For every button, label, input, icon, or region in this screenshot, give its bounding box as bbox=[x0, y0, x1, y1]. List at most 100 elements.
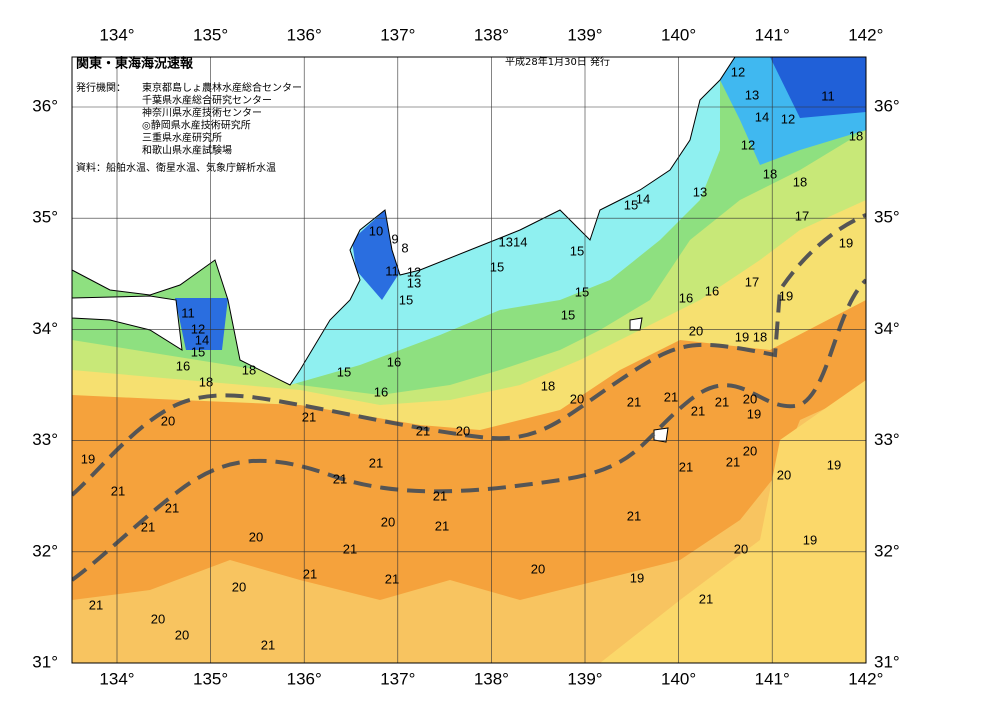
contour-label: 20 bbox=[734, 541, 748, 556]
latitude-label: 35° bbox=[32, 208, 58, 227]
longitude-label: 136° bbox=[287, 669, 322, 688]
contour-label: 21 bbox=[333, 471, 347, 486]
latitude-label: 36° bbox=[32, 96, 58, 115]
contour-label: 21 bbox=[165, 500, 179, 515]
contour-label: 21 bbox=[302, 409, 316, 424]
temp-band bbox=[770, 57, 866, 118]
latitude-label: 31° bbox=[32, 652, 58, 671]
longitude-label: 137° bbox=[380, 25, 415, 44]
contour-label: 20 bbox=[381, 514, 395, 529]
contour-label: 21 bbox=[664, 389, 678, 404]
contour-label: 9 bbox=[391, 231, 398, 246]
land bbox=[72, 57, 736, 386]
contour-label: 19 bbox=[735, 329, 749, 344]
contour-label: 20 bbox=[456, 423, 470, 438]
contour-label: 11 bbox=[821, 88, 835, 103]
contour-label: 19 bbox=[827, 457, 841, 472]
contour-label: 20 bbox=[232, 579, 246, 594]
longitude-label: 142° bbox=[848, 25, 883, 44]
issuers-label: 発行機関： bbox=[76, 81, 126, 94]
temp-band bbox=[72, 390, 866, 663]
contour-label: 15 bbox=[490, 259, 504, 274]
contour-label: 14 bbox=[755, 109, 769, 124]
longitude-label: 140° bbox=[661, 669, 696, 688]
longitude-label: 142° bbox=[848, 669, 883, 688]
contour-label: 21 bbox=[726, 454, 740, 469]
source: 資料：船舶水温、衛星水温、気象庁解析水温 bbox=[76, 161, 276, 174]
longitude-label: 136° bbox=[287, 25, 322, 44]
title: 関東・東海海況速報 bbox=[76, 56, 194, 72]
contour-label: 21 bbox=[369, 455, 383, 470]
contour-label: 21 bbox=[141, 519, 155, 534]
contour-label: 20 bbox=[743, 443, 757, 458]
contour-label: 15 bbox=[399, 292, 413, 307]
longitude-label: 134° bbox=[99, 25, 134, 44]
island bbox=[629, 317, 643, 331]
longitude-label: 141° bbox=[755, 669, 790, 688]
contour-label: 18 bbox=[242, 362, 256, 377]
contour-label: 15 bbox=[191, 344, 205, 359]
contour-label: 20 bbox=[249, 529, 263, 544]
contour-label: 19 bbox=[81, 451, 95, 466]
latitude-label: 35° bbox=[874, 208, 900, 227]
contour-label: 18 bbox=[763, 166, 777, 181]
contour-label: 18 bbox=[541, 378, 555, 393]
contour-label: 13 bbox=[693, 184, 707, 199]
contour-label: 21 bbox=[343, 541, 357, 556]
temp-band bbox=[175, 298, 228, 350]
contour-label: 12 bbox=[191, 321, 205, 336]
contour-label: 21 bbox=[691, 403, 705, 418]
contour-label: 21 bbox=[627, 508, 641, 523]
contour-label: 20 bbox=[161, 413, 175, 428]
contour-label: 20 bbox=[175, 627, 189, 642]
contour-label: 17 bbox=[745, 274, 759, 289]
contour-label: 11 bbox=[385, 263, 399, 278]
contour-label: 15 bbox=[561, 307, 575, 322]
contour-label: 19 bbox=[630, 570, 644, 585]
contour-label: 18 bbox=[753, 329, 767, 344]
latitude-label: 31° bbox=[874, 652, 900, 671]
sea-temperature-field bbox=[72, 57, 866, 663]
longitude-label: 138° bbox=[474, 25, 509, 44]
contour-label: 21 bbox=[111, 483, 125, 498]
contour-label: 12 bbox=[407, 264, 421, 279]
contour-label: 12 bbox=[741, 137, 755, 152]
longitude-label: 141° bbox=[755, 25, 790, 44]
contour-label: 21 bbox=[89, 597, 103, 612]
island bbox=[653, 427, 669, 443]
longitude-label: 137° bbox=[380, 669, 415, 688]
longitude-label: 134° bbox=[99, 669, 134, 688]
latitude-label: 34° bbox=[32, 319, 58, 338]
contour-label: 12 bbox=[781, 111, 795, 126]
current-axis bbox=[72, 213, 866, 497]
contour-label: 12 bbox=[731, 64, 745, 79]
contour-label: 13 bbox=[407, 275, 421, 290]
contour-label: 15 bbox=[575, 284, 589, 299]
issuer: 三重県水産研究所 bbox=[142, 131, 222, 144]
latitude-label: 36° bbox=[874, 96, 900, 115]
contour-label: 8 bbox=[401, 240, 408, 255]
contour-label: 21 bbox=[385, 571, 399, 586]
contour-label: 15 bbox=[570, 243, 584, 258]
longitude-label: 140° bbox=[661, 25, 696, 44]
land bbox=[72, 295, 183, 351]
contour-label: 20 bbox=[689, 323, 703, 338]
contour-label: 19 bbox=[803, 532, 817, 547]
contour-label: 15 bbox=[624, 197, 638, 212]
contour-label: 16 bbox=[374, 384, 388, 399]
contour-label: 21 bbox=[303, 566, 317, 581]
latitude-label: 32° bbox=[874, 541, 900, 560]
contour-label: 16 bbox=[387, 354, 401, 369]
contour-label: 19 bbox=[839, 235, 853, 250]
temp-band bbox=[600, 380, 866, 663]
issuer: 和歌山県水産試験場 bbox=[142, 144, 232, 157]
contour-label: 17 bbox=[795, 208, 809, 223]
contour-label: 10 bbox=[369, 223, 383, 238]
contour-label: 1314 bbox=[499, 234, 528, 249]
contour-label: 13 bbox=[745, 87, 759, 102]
contour-label: 21 bbox=[679, 459, 693, 474]
longitude-label: 139° bbox=[567, 669, 602, 688]
contour-label: 18 bbox=[793, 174, 807, 189]
